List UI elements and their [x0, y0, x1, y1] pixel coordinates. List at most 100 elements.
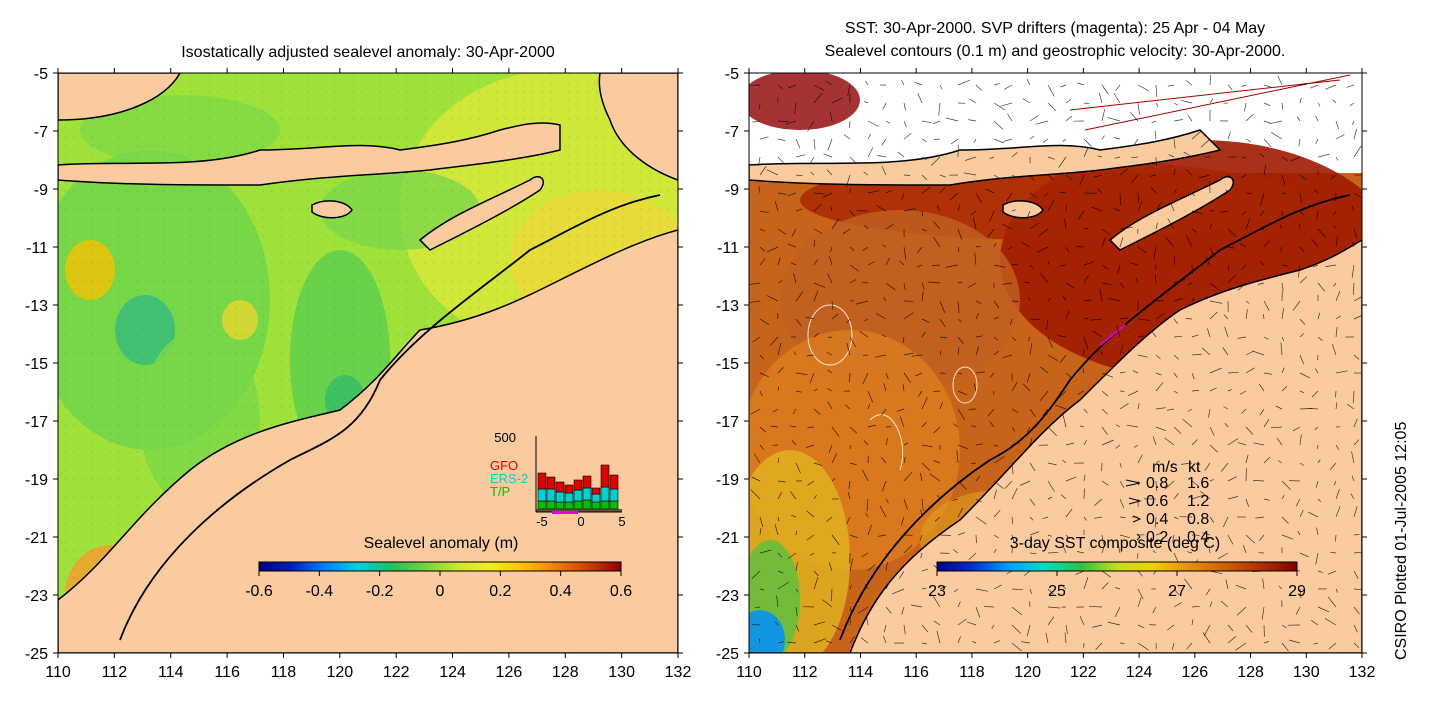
- sst-colorbar-label: 3-day SST composite (deg C): [1010, 535, 1220, 552]
- sst-colorbar-tick: 27: [1168, 583, 1186, 600]
- velocity-legend-kt: 0.8: [1187, 511, 1209, 528]
- sla-colorbar-gradient: [258, 561, 622, 572]
- left-lon-tick: 112: [102, 664, 128, 681]
- sla-colorbar-tick: -0.4: [306, 583, 334, 600]
- velocity-legend-kt: 1.2: [1187, 493, 1209, 510]
- right-lon-tick: 126: [1181, 664, 1208, 681]
- right-lat-tick: -7: [725, 124, 739, 141]
- velocity-legend-ms: 0.4: [1146, 511, 1168, 528]
- inset-bar-tp: [609, 500, 619, 510]
- velocity-legend-ms: 0.2: [1146, 529, 1168, 546]
- sla-colorbar-tick: 0.4: [550, 583, 572, 600]
- left-lon-tick: 118: [271, 664, 297, 681]
- sst-colorbar: 3-day SST composite (deg C) 23 25 27 29: [928, 535, 1306, 600]
- velocity-legend-arrow: [1125, 479, 1141, 487]
- sla-colorbar-tick: -0.2: [366, 583, 394, 600]
- sla-colorbar-label: Sealevel anomaly (m): [364, 535, 519, 552]
- right-lon-tick: 118: [959, 664, 985, 681]
- inset-bar-gfo: [564, 484, 574, 494]
- left-lat-tick: -19: [25, 472, 48, 489]
- left-lon-tick: 114: [158, 664, 184, 681]
- right-map-panel: SST: 30-Apr-2000. SVP drifters (magenta)…: [716, 20, 1376, 681]
- sla-colorbar-tick: 0: [436, 583, 445, 600]
- inset-bar-ers2: [591, 493, 601, 503]
- inset-ymax-label: 500: [494, 430, 516, 445]
- right-lat-tick: -11: [717, 240, 739, 257]
- right-map-title-line2: Sealevel contours (0.1 m) and geostrophi…: [825, 43, 1286, 60]
- left-lon-axis: 110 112 114 116 118 120 122 124 126 128 130 132: [45, 68, 691, 681]
- inset-bar-ers2: [600, 486, 610, 502]
- inset-bar-gfo: [600, 464, 610, 488]
- right-lat-tick: -13: [716, 298, 739, 315]
- velocity-legend-header-ms: m/s: [1152, 459, 1178, 476]
- left-lat-tick: -5: [34, 66, 48, 83]
- left-lon-tick: 110: [45, 664, 71, 681]
- velocity-legend-kt: 0.4: [1187, 529, 1209, 546]
- sst-colorbar-gradient: [936, 561, 1298, 572]
- velocity-legend-ms: 0.6: [1146, 493, 1168, 510]
- sla-colorbar-tick: -0.6: [245, 583, 273, 600]
- left-lon-tick: 132: [665, 664, 692, 681]
- right-lon-tick: 122: [1070, 664, 1097, 681]
- velocity-legend-kt: 1.6: [1187, 475, 1209, 492]
- right-lon-tick: 110: [736, 664, 762, 681]
- left-lon-tick: 126: [496, 664, 523, 681]
- sla-colorbar-tick: 0.2: [489, 583, 511, 600]
- left-lat-axis: -5 -7 -9 -11 -13 -15 -17 -19 -21 -23 -25: [25, 66, 683, 663]
- right-lon-tick: 124: [1126, 664, 1153, 681]
- right-lat-tick: -23: [716, 588, 739, 605]
- left-lon-tick: 130: [608, 664, 635, 681]
- inset-bar-tp: [591, 501, 601, 510]
- left-lat-tick: -15: [25, 356, 48, 373]
- left-lat-tick: -7: [34, 124, 48, 141]
- velocity-legend-header-kt: kt: [1188, 459, 1201, 476]
- right-lat-tick: -25: [716, 646, 739, 663]
- inset-legend-tp: T/P: [490, 484, 510, 499]
- right-lon-tick: 114: [848, 664, 874, 681]
- left-lat-tick: -11: [26, 240, 48, 257]
- inset-legend-ers2: ERS-2: [490, 471, 528, 486]
- right-lat-tick: -17: [716, 414, 739, 431]
- inset-bar-ers2: [573, 489, 583, 502]
- inset-bar-gfo: [546, 476, 556, 490]
- inset-bar-tp: [564, 501, 574, 510]
- right-lon-tick: 132: [1349, 664, 1376, 681]
- left-lat-tick: -23: [25, 588, 48, 605]
- velocity-legend-ms: 0.8: [1146, 475, 1168, 492]
- velocity-legend: m/s kt 0.8 1.60.6 1.20.4 0.80.2 0.4: [1125, 459, 1209, 546]
- inset-bar-gfo: [555, 481, 565, 493]
- right-map-title-line1: SST: 30-Apr-2000. SVP drifters (magenta)…: [845, 20, 1265, 37]
- inset-bar-tp: [546, 500, 556, 510]
- right-lon-tick: 112: [792, 664, 818, 681]
- left-lat-tick: -25: [25, 646, 48, 663]
- right-lon-axis: 110 112 114 116 118 120 122 124 126 128 130 132: [736, 68, 1375, 681]
- velocity-legend-arrow: [1128, 497, 1142, 505]
- left-lon-tick: 122: [383, 664, 410, 681]
- right-lat-tick: -15: [716, 356, 739, 373]
- credit-text: CSIRO Plotted 01-Jul-2005 12:05: [1393, 421, 1410, 660]
- velocity-legend-arrow: [1136, 533, 1141, 541]
- right-lat-tick: -21: [716, 530, 739, 547]
- left-lat-tick: -13: [25, 298, 48, 315]
- sla-colorbar-tick: 0.6: [610, 583, 632, 600]
- inset-x-tick: -5: [536, 514, 548, 529]
- left-lon-tick: 120: [326, 664, 353, 681]
- left-lat-tick: -21: [25, 530, 48, 547]
- right-lat-tick: -9: [725, 182, 739, 199]
- inset-bar-ers2: [546, 488, 556, 502]
- inset-bar-ers2: [555, 491, 565, 503]
- right-lon-tick: 120: [1014, 664, 1041, 681]
- velocity-legend-arrow: [1132, 515, 1142, 523]
- inset-bar-ers2: [609, 488, 619, 502]
- right-lat-tick: -19: [716, 472, 739, 489]
- sla-colorbar: Sealevel anomaly (m) -0.6 -0.4 -0.2 0 0.2 0.4…: [245, 535, 632, 600]
- inset-bar-gfo: [537, 472, 547, 490]
- left-map-title: Isostatically adjusted sealevel anomaly:…: [181, 44, 555, 61]
- sla-field: [58, 73, 678, 653]
- left-lat-tick: -17: [25, 414, 48, 431]
- inset-bar-gfo: [591, 487, 601, 495]
- inset-bar-tp: [537, 500, 547, 510]
- inset-bar-tp: [573, 500, 583, 510]
- inset-bar-tp: [600, 500, 610, 510]
- sst-field: [749, 73, 1362, 653]
